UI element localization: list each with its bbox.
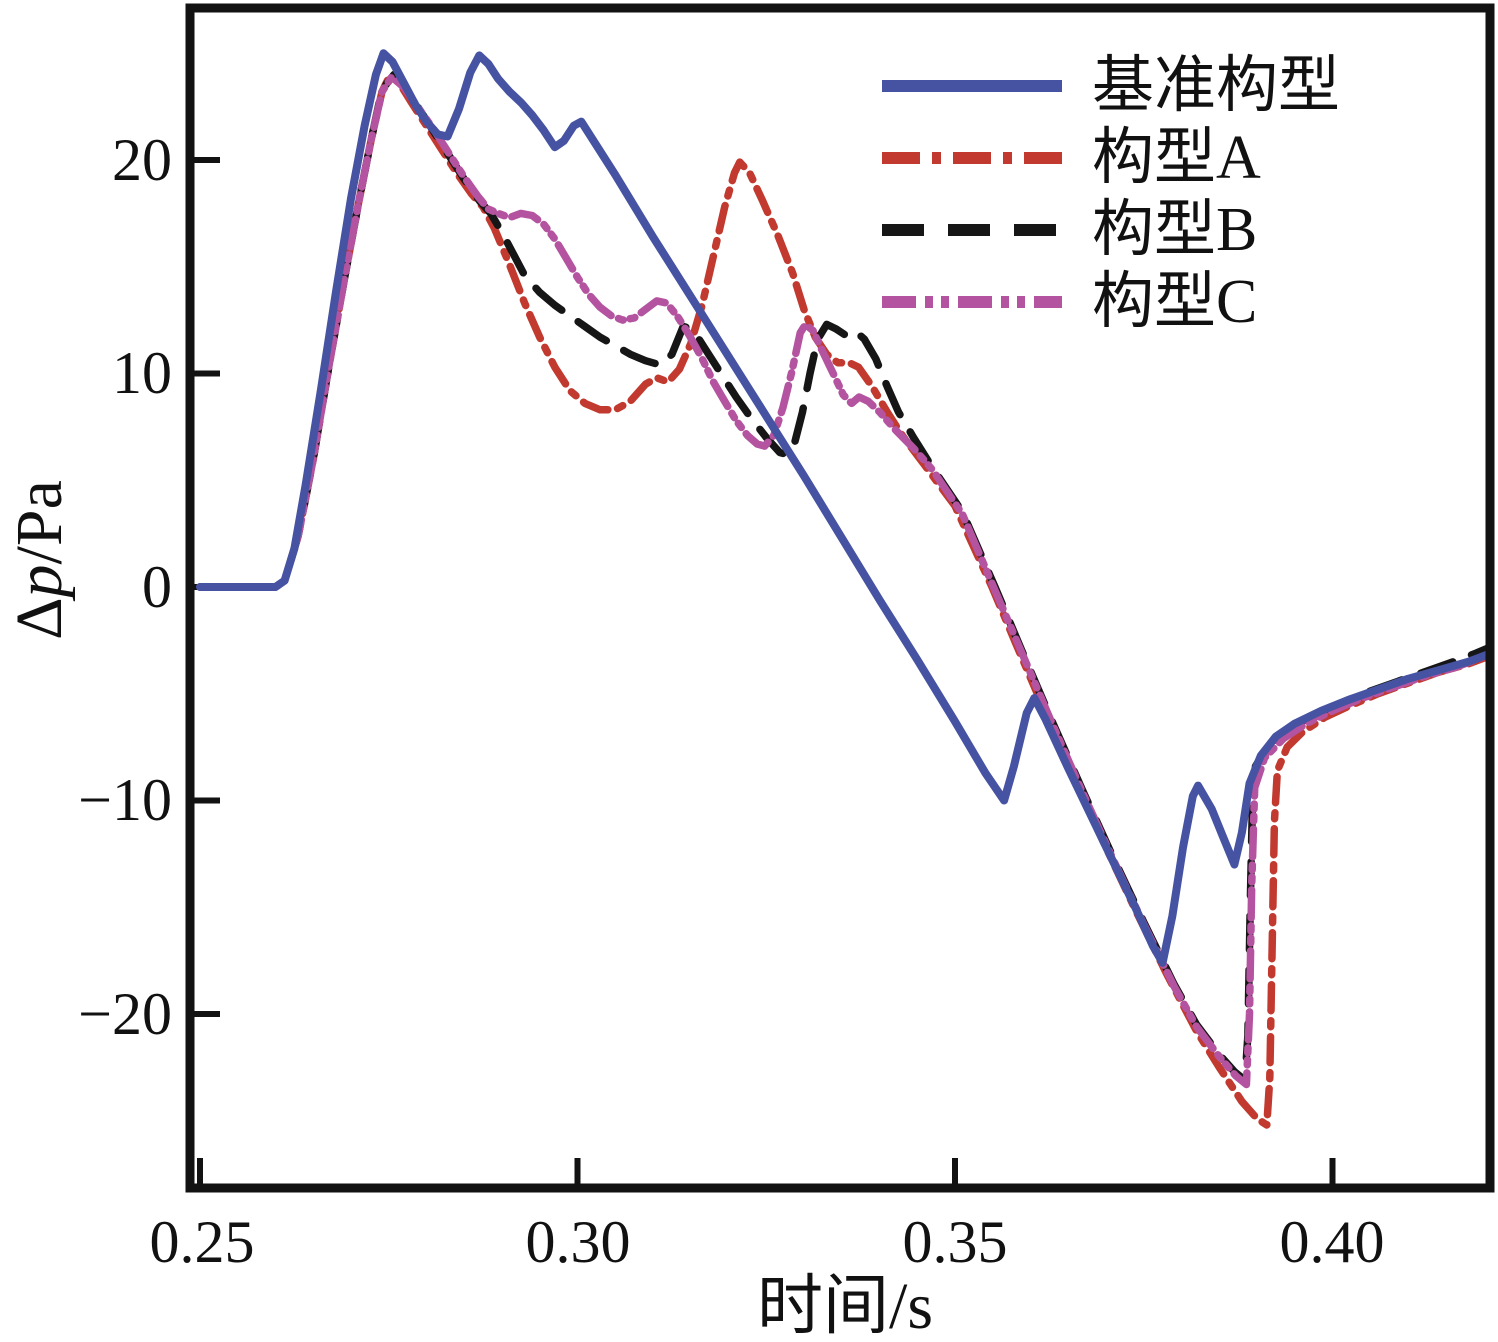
legend-line-swatch [882,152,1062,164]
y-tick-label: 0 [142,554,172,620]
series-line-构型C [196,72,1490,1089]
legend-item-config-c: 构型C [878,266,1340,338]
legend-label: 构型B [1092,196,1258,264]
legend-line-swatch [882,224,1062,236]
y-axis-title-unit: /Pa [3,480,76,565]
legend-item-config-a: 构型A [878,122,1340,194]
legend-label: 构型A [1092,124,1261,192]
legend-label: 构型C [1092,268,1258,336]
legend-line-swatch [882,296,1062,308]
y-tick-label: 20 [112,127,172,193]
y-axis-title-delta: Δ [3,597,76,640]
y-axis-title: Δp/Pa [3,480,76,640]
legend-item-config-b: 构型B [878,194,1340,266]
plot-frame [185,3,1495,1193]
series-line-基准构型 [196,49,1490,967]
x-tick-label: 0.25 [149,1209,255,1275]
legend-line-swatch [882,80,1062,92]
x-tick-label: 0.40 [1279,1209,1385,1275]
y-tick-label: 10 [112,340,172,406]
y-tick-label: −20 [78,981,172,1047]
legend-item-baseline: 基准构型 [878,50,1340,122]
legend: 基准构型 构型A 构型B 构型C [878,50,1340,338]
y-axis-title-symbol: p [3,564,76,598]
legend-label: 基准构型 [1092,52,1341,120]
x-tick-label: 0.30 [525,1209,631,1275]
x-tick-label: 0.35 [902,1209,1008,1275]
x-axis-title: 时间/s [756,1270,934,1342]
y-tick-label: −10 [78,767,172,833]
